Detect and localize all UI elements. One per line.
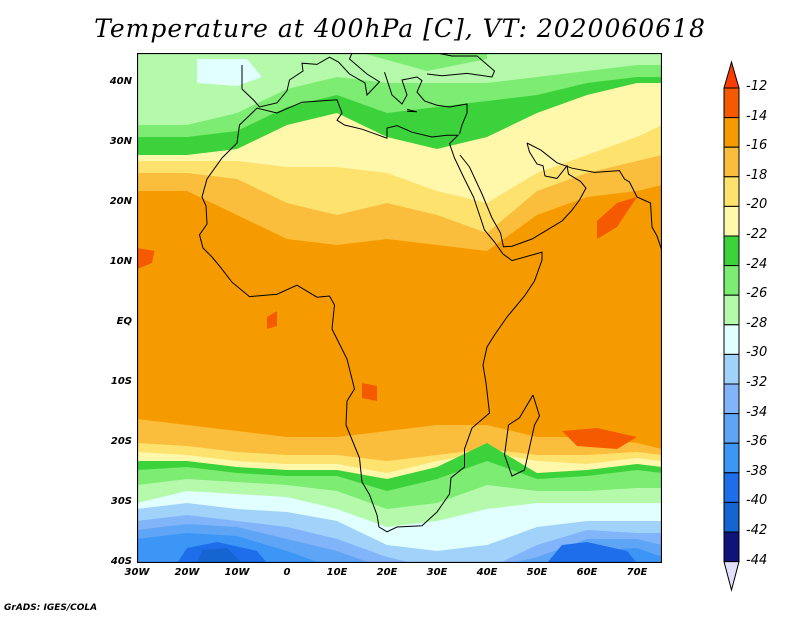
colorbar-label: -38	[746, 463, 768, 479]
warm-patch	[267, 311, 277, 329]
south-band-10	[137, 533, 662, 563]
colorbar-label: -44	[746, 552, 768, 568]
lat-tick-label: EQ	[116, 316, 132, 327]
colorbar-label: -18	[746, 167, 768, 183]
colorbar-label: -26	[746, 286, 768, 302]
colorbar-box	[723, 265, 740, 296]
colorbar-box	[723, 117, 740, 148]
black-sea-coast	[426, 53, 496, 78]
colorbar-over-arrow	[723, 60, 740, 89]
turkey-levant-coast	[384, 72, 468, 135]
colorbar-label: -42	[746, 523, 768, 538]
lon-tick-label: 20E	[376, 567, 398, 578]
lat-tick-label: 30N	[109, 136, 132, 147]
colorbar-label: -24	[746, 256, 768, 272]
arabia-coast	[459, 142, 587, 248]
crete-coast	[406, 108, 418, 113]
lon-tick-label: 50E	[526, 567, 548, 578]
colorbar-label: -30	[746, 345, 768, 361]
colorbar-box	[723, 235, 740, 267]
lon-tick-label: 30E	[426, 567, 448, 578]
lat-tick-label: 40S	[110, 556, 132, 567]
colorbar-label: -32	[746, 375, 768, 390]
lat-tick-label: 30S	[110, 496, 132, 507]
africa-coast	[198, 99, 543, 533]
lon-tick-label: 40E	[476, 567, 498, 578]
colorbar-under-arrow	[723, 561, 740, 592]
credit-label: GrADS: IGES/COLA	[4, 603, 98, 613]
colorbar-label: -40	[746, 493, 768, 509]
lon-tick-label: 10W	[224, 567, 250, 578]
madagascar-coast	[503, 394, 541, 477]
lat-tick-label: 10N	[109, 256, 132, 267]
cool-patch	[197, 59, 262, 86]
coldest-patch	[197, 548, 242, 563]
asia-coast	[526, 142, 662, 252]
lon-tick-label: 10E	[326, 567, 348, 578]
coastlines	[198, 53, 662, 533]
colorbar-box	[723, 353, 740, 385]
colorbar-box	[723, 383, 740, 415]
colorbar-box	[723, 87, 740, 119]
plot-title: Temperature at 400hPa [C], VT: 202006061…	[94, 14, 706, 43]
colorbar-box	[723, 294, 740, 326]
colorbar-box	[723, 442, 740, 474]
lon-tick-label: 60E	[576, 567, 598, 578]
lat-tick-label: 20N	[109, 196, 132, 207]
colorbar-box	[723, 176, 740, 207]
colorbar-box	[723, 501, 740, 533]
lat-tick-label: 40N	[109, 76, 132, 87]
colorbar-box	[723, 146, 740, 178]
north-band-5	[137, 53, 662, 125]
colorbar-label: -12	[746, 79, 768, 94]
green-patch	[362, 53, 487, 71]
colorbar-box	[723, 324, 740, 355]
colorbar-box	[723, 472, 740, 503]
colorbar-box	[723, 531, 740, 563]
lon-tick-label: 70E	[626, 567, 648, 578]
colorbar-label: -28	[746, 315, 768, 331]
warm-patch	[137, 248, 155, 269]
europe-coast	[241, 53, 381, 108]
colorbar-box	[723, 413, 740, 444]
colorbar-label: -34	[746, 404, 768, 420]
colorbar-label: -14	[746, 108, 768, 124]
lon-tick-label: 0	[283, 567, 291, 578]
colorbar-label: -22	[746, 227, 768, 242]
colorbar-box	[723, 205, 740, 237]
lat-tick-label: 20S	[110, 436, 132, 447]
colorbar-label: -20	[746, 197, 768, 213]
map-frame	[137, 53, 662, 563]
lon-tick-label: 30W	[124, 567, 150, 578]
temperature-map	[137, 53, 662, 563]
cold-patch-east	[547, 542, 637, 563]
lat-tick-label: 10S	[110, 376, 132, 387]
colorbar-label: -16	[746, 138, 768, 154]
warm-patch	[362, 383, 377, 401]
warm-patch	[562, 428, 637, 449]
warm-patch	[597, 197, 637, 239]
temperature-field	[137, 53, 662, 563]
colorbar-label: -36	[746, 434, 768, 450]
lon-tick-label: 20W	[174, 567, 200, 578]
